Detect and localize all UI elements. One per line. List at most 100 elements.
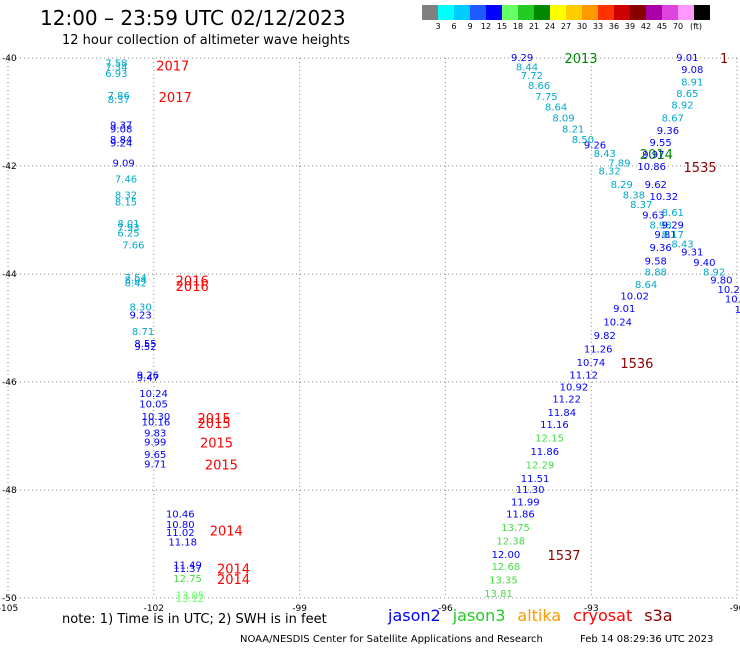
pass-id-label: 1 [720, 52, 728, 67]
wave-height-label: 11.12 [569, 371, 598, 382]
wave-height-label: 9.29 [662, 220, 684, 231]
wave-height-label: 9.71 [144, 460, 166, 471]
pass-id-label: 2014 [217, 562, 250, 577]
color-scale-label: 6 [451, 22, 457, 31]
color-swatch [454, 5, 470, 20]
color-swatch [518, 5, 534, 20]
wave-height-label: 10.46 [166, 509, 195, 520]
timestamp-text: Feb 14 08:29:36 UTC 2023 [580, 634, 714, 645]
wave-height-label: 8.17 [662, 230, 684, 241]
wave-height-label: 8.32 [115, 191, 137, 202]
color-scale-label: 30 [576, 22, 588, 31]
color-swatch [438, 5, 454, 20]
wave-height-label: 10.24 [139, 389, 168, 400]
wave-height-label: 8.30 [130, 302, 152, 313]
color-scale-label: 9 [467, 22, 473, 31]
wave-height-label: 9.23 [130, 311, 152, 322]
color-swatch [598, 5, 614, 20]
wave-height-label: 10.32 [650, 192, 679, 203]
pass-id-label: 2014 [217, 573, 250, 588]
wave-height-label: 9.82 [594, 331, 616, 342]
mission-s3a: s3a [644, 606, 673, 625]
wave-height-label: 11.16 [540, 420, 569, 431]
wave-height-label: 11.86 [530, 447, 559, 458]
pass-id-label: 2014 [640, 148, 673, 163]
color-scale-label: 45 [656, 22, 668, 31]
wave-height-label: 7.75 [535, 92, 557, 103]
pass-id-label: 2013 [564, 52, 597, 67]
wave-height-label: 8.43 [594, 149, 616, 160]
wave-height-label: 9.37 [110, 121, 132, 132]
wave-height-label: 8.50 [572, 135, 594, 146]
wave-height-label: 10.23 [718, 285, 740, 296]
color-scale-bar [422, 5, 710, 20]
wave-height-label: 8.98 [650, 220, 672, 231]
wave-height-label: 7.66 [122, 240, 144, 251]
wave-height-label: 10.05 [139, 400, 168, 411]
wave-height-label: 7.58 [105, 58, 127, 69]
color-scale-label: 36 [608, 22, 620, 31]
wave-height-label: 8.21 [562, 124, 584, 135]
wave-height-label: 9.01 [613, 304, 635, 315]
wave-height-label: 9.31 [681, 247, 703, 258]
wave-height-label: 13.75 [501, 523, 530, 534]
wave-height-label: 9.36 [650, 243, 672, 254]
color-swatch [694, 5, 710, 20]
wave-height-label: 8.91 [681, 77, 703, 88]
color-swatch [630, 5, 646, 20]
pass-id-label: 2015 [200, 436, 233, 451]
wave-height-label: 9.58 [645, 257, 667, 268]
wave-height-label: 9.83 [144, 428, 166, 439]
page-subtitle: 12 hour collection of altimeter wave hei… [62, 33, 350, 48]
wave-height-label: 8.92 [671, 101, 693, 112]
wave-height-label: 9.09 [112, 158, 134, 169]
wave-height-label: 8.37 [630, 200, 652, 211]
color-swatch [646, 5, 662, 20]
color-swatch [614, 5, 630, 20]
wave-height-label: 9.97 [642, 150, 664, 161]
wave-height-label: 8.38 [623, 191, 645, 202]
wave-height-label: 10.24 [603, 318, 632, 329]
wave-height-label: 9.08 [681, 65, 703, 76]
pass-id-label: 2016 [176, 274, 209, 289]
pass-id-label: 1535 [684, 161, 717, 176]
wave-height-label: 8.67 [662, 113, 684, 124]
wave-height-label: 8.29 [611, 180, 633, 191]
lon-tick-label: -105 [0, 604, 18, 614]
wave-height-label: 7.72 [521, 71, 543, 82]
wave-height-label: 8.66 [528, 81, 550, 92]
wave-height-label: 7.93 [117, 223, 139, 234]
color-scale-label: 24 [544, 22, 556, 31]
wave-height-label: 11.30 [516, 485, 545, 496]
wave-height-label: 9.29 [511, 53, 533, 64]
wave-height-label: 13.12 [176, 594, 205, 605]
wave-height-label: 11.02 [166, 528, 195, 539]
wave-height-label: 9.81 [654, 230, 676, 241]
pass-id-label: 2017 [156, 60, 189, 75]
wave-height-label: 13.35 [489, 576, 518, 587]
wave-height-label: 10.80 [166, 520, 195, 531]
wave-height-label: 6.25 [117, 229, 139, 240]
color-scale-label: 33 [592, 22, 604, 31]
wave-height-label: 12.15 [535, 434, 564, 445]
color-swatch [566, 5, 582, 20]
color-scale-label: 12 [480, 22, 492, 31]
wave-height-label: 10.74 [577, 358, 606, 369]
wave-height-label: 8.37 [108, 95, 130, 106]
color-swatch [486, 5, 502, 20]
wave-height-label: 8.84 [110, 135, 132, 146]
wave-height-label: 10.40 [735, 305, 740, 316]
wave-height-label: 12.00 [492, 550, 521, 561]
mission-legend: jason2 jason3 altika cryosat s3a [388, 606, 685, 625]
color-scale-label: 18 [512, 22, 524, 31]
lon-tick-label: -99 [292, 604, 307, 614]
wave-height-label: 7.89 [608, 158, 630, 169]
wave-height-label: 7.34 [105, 63, 127, 74]
lon-tick-label: -93 [584, 604, 599, 614]
wave-height-label: 9.65 [144, 450, 166, 461]
wave-height-label: 13.81 [484, 589, 513, 600]
wave-height-label: 10.30 [142, 412, 171, 423]
color-scale-label: 3 [435, 22, 441, 31]
wave-height-label: 9.08 [110, 124, 132, 135]
